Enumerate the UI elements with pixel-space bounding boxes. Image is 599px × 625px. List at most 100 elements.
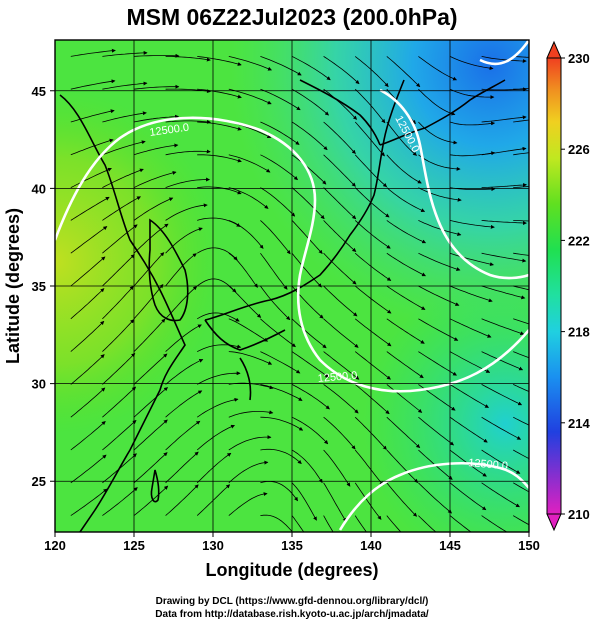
streamline	[291, 220, 323, 255]
streamline	[260, 384, 303, 401]
streamline	[228, 460, 269, 484]
streamline	[386, 416, 421, 449]
streamline	[354, 56, 389, 88]
streamline	[449, 252, 494, 267]
streamline	[291, 318, 327, 349]
streamline	[513, 449, 529, 460]
streamline	[386, 384, 423, 413]
streamline	[133, 283, 164, 320]
streamline	[102, 140, 146, 156]
streamline	[70, 320, 105, 352]
streamline	[481, 220, 527, 225]
streamline	[323, 220, 357, 252]
streamline	[354, 351, 391, 380]
streamline	[513, 351, 529, 359]
streamline	[197, 312, 240, 322]
y-tick-label: 30	[32, 377, 46, 392]
streamline	[70, 79, 116, 90]
colorbar-tick-label: 226	[568, 142, 590, 157]
streamline	[513, 152, 529, 156]
streamline	[228, 285, 262, 318]
streamline	[260, 56, 302, 76]
streamline	[133, 114, 180, 123]
streamline	[197, 371, 241, 385]
streamline	[102, 224, 138, 254]
streamline	[70, 488, 108, 516]
streamline	[481, 87, 528, 92]
streamline	[228, 187, 269, 209]
streamline	[418, 154, 461, 171]
streamline	[386, 220, 427, 244]
streamline	[323, 482, 347, 523]
y-tick-label: 35	[32, 279, 46, 294]
streamline	[165, 390, 203, 418]
streamline	[386, 318, 425, 344]
streamline	[323, 351, 360, 380]
streamline	[354, 187, 390, 218]
streamline	[481, 482, 520, 508]
streamline	[481, 449, 521, 474]
streamline	[102, 386, 137, 418]
streamline	[481, 285, 526, 300]
streamline	[513, 482, 529, 493]
streamline	[70, 138, 114, 156]
streamline	[291, 384, 330, 410]
y-axis-label: Latitude (degrees)	[3, 208, 23, 364]
streamline	[291, 416, 329, 445]
streamline	[418, 220, 462, 237]
contour-label: 12500.0	[317, 370, 358, 385]
colorbar-tick-label: 230	[568, 51, 590, 66]
streamline	[513, 220, 529, 222]
streamline	[323, 416, 356, 450]
streamline	[102, 487, 138, 516]
streamline	[449, 88, 495, 100]
streamline	[70, 167, 112, 188]
streamline	[228, 56, 273, 71]
streamline	[386, 482, 418, 517]
streamline	[260, 416, 304, 431]
streamline	[354, 154, 388, 188]
streamline	[102, 168, 144, 188]
streamline	[165, 56, 211, 62]
streamline	[291, 351, 330, 378]
streamline	[481, 183, 527, 188]
colorbar-tick-label: 214	[568, 416, 590, 431]
lat-lon-grid	[55, 40, 529, 532]
streamline	[102, 319, 135, 352]
streamline	[386, 121, 418, 156]
streamline	[102, 81, 148, 90]
height-contours	[55, 40, 529, 531]
streamline	[102, 50, 148, 57]
streamline	[354, 252, 392, 281]
streamline	[418, 318, 459, 341]
streamline	[481, 146, 527, 156]
streamline	[197, 186, 242, 195]
chart-title: MSM 06Z22Jul2023 (200.0hPa)	[126, 4, 457, 30]
streamline	[354, 384, 390, 415]
streamline	[228, 220, 264, 249]
streamline	[512, 515, 529, 526]
streamline	[133, 419, 168, 451]
streamline	[70, 454, 107, 484]
streamline	[165, 203, 208, 221]
colorbar: 210 214 218 222 226 230	[546, 40, 590, 532]
credit-data: Data from http://database.rish.kyoto-u.a…	[155, 609, 429, 620]
streamline	[228, 318, 269, 342]
streamline	[481, 56, 527, 63]
streamline	[354, 449, 384, 486]
streamline	[133, 84, 180, 90]
colorbar-bar	[546, 57, 562, 515]
streamline	[481, 384, 523, 406]
streamline	[513, 252, 529, 256]
streamline	[449, 482, 487, 511]
streamline	[449, 220, 495, 229]
streamline	[418, 416, 455, 446]
streamline	[260, 285, 291, 321]
plot-area: 12500.0 12500.0 12500.0 12500.0	[55, 40, 529, 532]
streamline	[354, 220, 391, 249]
streamline	[354, 482, 382, 520]
coastlines	[59, 79, 506, 532]
streamline	[481, 318, 525, 336]
streamline	[196, 424, 236, 451]
